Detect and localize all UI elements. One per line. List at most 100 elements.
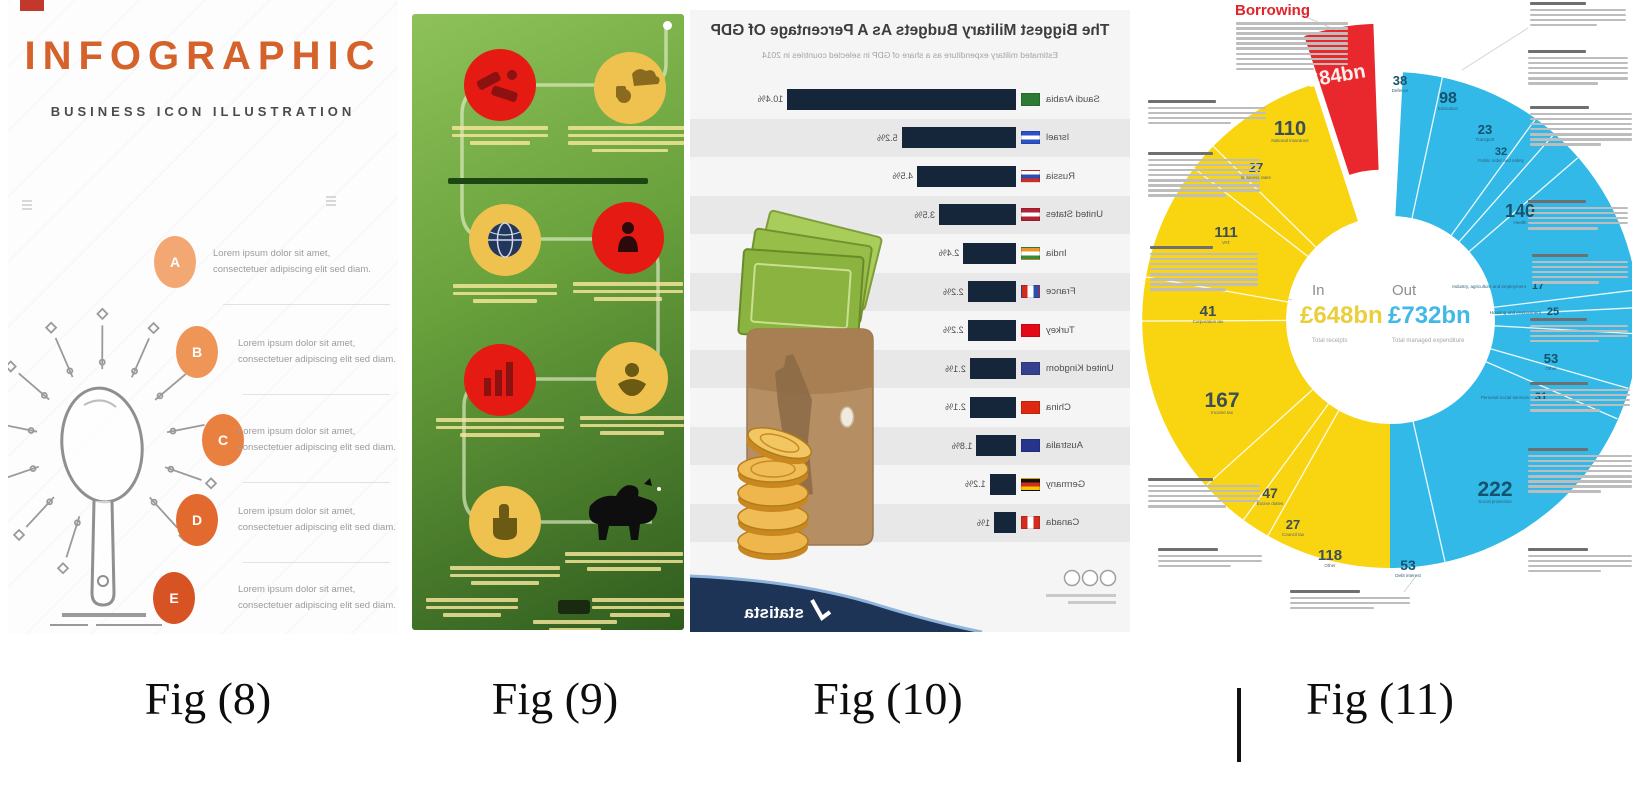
- out-segment-value: 140: [1505, 201, 1535, 221]
- bar: [939, 204, 1016, 226]
- figure-9-green-infographic: [412, 14, 684, 630]
- bar-value: 10.4%: [757, 94, 784, 105]
- bar-value: 4.5%: [892, 171, 913, 182]
- text-placeholder: [565, 552, 683, 575]
- out-segment-label: Social protection: [1478, 499, 1512, 504]
- in-segment-label: Council tax: [1282, 532, 1305, 537]
- section-heading-placeholder: [448, 178, 648, 184]
- in-segment-label: VAT: [1222, 240, 1230, 245]
- annotation-placeholder: [1148, 478, 1260, 510]
- list-item-text: Lorem ipsum dolor sit amet, consectetuer …: [213, 248, 371, 275]
- country-label: Turkey: [1046, 324, 1075, 336]
- bar-value: 2.4%: [938, 248, 960, 259]
- bar-value: 1.8%: [951, 440, 973, 451]
- globe-icon: [488, 222, 522, 258]
- text-placeholder: [426, 598, 518, 621]
- money-cloud-icon: [616, 69, 660, 103]
- text-placeholder: [453, 284, 557, 307]
- in-half-ring: [1142, 84, 1390, 568]
- bar: [967, 319, 1016, 341]
- annotation-placeholder: [1236, 22, 1348, 73]
- center-out-label: Out: [1392, 282, 1417, 299]
- fig8-title: INFOGRAPHIC: [24, 34, 382, 78]
- annotation-placeholder: [1148, 100, 1266, 127]
- out-segment-label: Transport: [1475, 137, 1495, 142]
- separator-line: [243, 562, 390, 563]
- text-placeholder: [533, 620, 617, 630]
- out-segment-label: Industry, agriculture and employment: [1452, 284, 1526, 289]
- text-placeholder: [580, 416, 684, 439]
- bar-row: Russia 4.5%: [690, 157, 1130, 196]
- bar-row: Israel 5.2%: [690, 118, 1130, 157]
- annotation-placeholder: [1290, 590, 1410, 612]
- country-label: United Kingdom: [1046, 363, 1114, 375]
- list-item-text: Lorem ipsum dolor sit amet, consectetuer …: [238, 506, 396, 533]
- caption-fig8: Fig (8): [144, 673, 272, 724]
- in-segment-label: National insurance: [1271, 138, 1309, 143]
- annotation-placeholder: [1528, 50, 1628, 87]
- text-placeholder: [573, 282, 683, 305]
- in-segment-value: 111: [1214, 224, 1237, 241]
- center-out-sub: Total managed expenditure: [1392, 338, 1465, 344]
- magnifier-burst-illustration: [8, 307, 221, 626]
- figure-10-military-budget-chart: The Biggest Military Budgets As A Percen…: [690, 10, 1130, 632]
- annotation-placeholder: [1528, 548, 1632, 575]
- out-segment-value: 53: [1400, 557, 1416, 573]
- text-placeholder: [436, 418, 564, 441]
- out-segment-label: Other: [1545, 366, 1557, 371]
- in-segment-value: 27: [1249, 160, 1263, 175]
- step-circle-yellow-3: [596, 342, 668, 414]
- flag-icon: [1021, 92, 1040, 106]
- in-segment-value: 47: [1262, 485, 1278, 501]
- letter-badge: B: [176, 326, 218, 378]
- letter-badge: A: [154, 236, 196, 288]
- borrowing-label: Borrowing: [1235, 2, 1310, 19]
- in-segment-label: Corporation tax: [1193, 319, 1225, 324]
- caption-fig9: Fig (9): [491, 673, 619, 724]
- borrowing-slice: [1304, 23, 1379, 175]
- country-label: Canada: [1046, 517, 1080, 529]
- plant-icon: [618, 363, 646, 396]
- flag-icon: [1021, 400, 1040, 414]
- bar: [901, 127, 1016, 149]
- bar: [969, 396, 1016, 418]
- center-in-value: £648bn: [1300, 302, 1383, 329]
- out-segment-label: Personal social services: [1481, 395, 1530, 400]
- bar-value: 1%: [976, 517, 990, 528]
- out-segment-value: 38: [1393, 73, 1407, 88]
- step-circle-yellow-2: [469, 204, 541, 276]
- bar: [994, 512, 1016, 534]
- country-label: Russia: [1046, 170, 1076, 182]
- in-segment-value: 27: [1286, 517, 1300, 532]
- annotation-placeholder: [1148, 152, 1260, 199]
- annotation-placeholder: [1530, 106, 1632, 148]
- text-placeholder: [568, 126, 684, 156]
- figure-11-budget-donut: £84bn 110 National insurance 27 Business ra…: [1140, 0, 1632, 640]
- flag-icon: [1021, 362, 1040, 376]
- out-segment-value: 53: [1544, 351, 1558, 366]
- country-label: France: [1046, 286, 1076, 298]
- in-segment-value: 110: [1274, 118, 1306, 140]
- text-placeholder: [592, 598, 684, 621]
- country-label: China: [1046, 401, 1071, 413]
- bar-value: 2.2%: [943, 286, 964, 297]
- winding-path: [460, 28, 668, 558]
- bar-value: 3.5%: [914, 209, 935, 220]
- center-in-label: In: [1312, 282, 1325, 299]
- step-circle-yellow-4: [469, 486, 541, 558]
- bar-row: Saudi Arabia 10.4%: [690, 80, 1130, 119]
- letter-badge: C: [202, 414, 244, 466]
- hand-icon: [493, 504, 517, 540]
- flag-icon: [1021, 323, 1040, 337]
- out-segment-label: Education: [1438, 106, 1459, 111]
- in-segment-value: 41: [1200, 303, 1217, 320]
- statista-footer: statista: [690, 569, 1117, 632]
- out-segment-value: 222: [1477, 478, 1512, 501]
- animal-silhouette: [589, 478, 658, 540]
- bar: [976, 435, 1016, 457]
- statista-wordmark: statista: [744, 603, 804, 622]
- path-start-dot: [663, 21, 672, 30]
- country-label: India: [1046, 247, 1067, 259]
- flag-icon: [1021, 169, 1040, 183]
